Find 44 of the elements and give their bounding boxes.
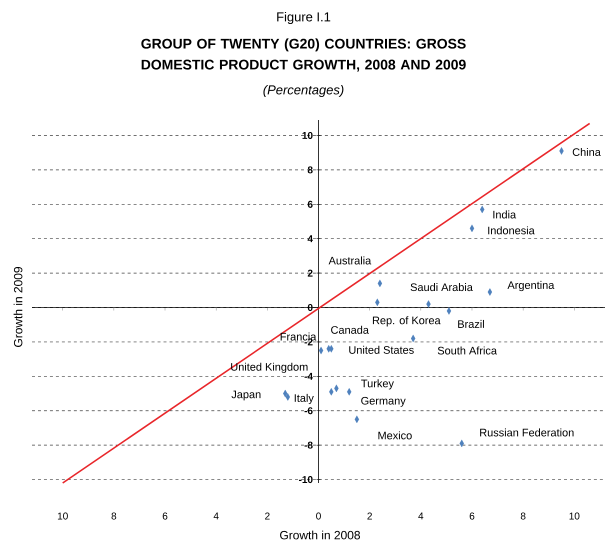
- annotation: Rep. of Korea: [372, 316, 441, 327]
- x-tick-label: 2: [265, 512, 270, 520]
- annotation: Turkey: [361, 379, 394, 390]
- x-tick-label: 0: [316, 512, 321, 520]
- annotation: Brazil: [458, 320, 484, 328]
- x-tick-label: 10: [58, 512, 68, 520]
- annotation: Australia: [328, 256, 372, 265]
- chart-subtitle: (Percentages): [263, 85, 344, 98]
- x-axis-title: Growth in 2008: [280, 530, 360, 540]
- annotation: Italy: [294, 394, 314, 404]
- y-tick-label: 6: [308, 200, 313, 208]
- x-tick-label: 10: [570, 512, 580, 520]
- annotation: United States: [349, 346, 414, 354]
- annotation: India: [493, 210, 516, 219]
- y-tick-label: -8: [304, 442, 313, 449]
- chart-title: GROUP OF TWENTY (G20) COUNTRIES: GROSS DOMESTIC PRODUCT GROWTH, 2008 AND 2009: [141, 38, 466, 72]
- x-tick-label: 4: [418, 512, 424, 520]
- annotation: South Africa: [438, 346, 497, 355]
- annotation: Indonesia: [488, 226, 535, 235]
- annotation: Argentina: [507, 281, 554, 292]
- annotation: United Kingdom: [231, 362, 308, 374]
- x-tick-label: 8: [112, 512, 116, 520]
- annotation: Japan: [231, 390, 260, 401]
- y-tick-label: -4: [304, 373, 313, 380]
- annotation: Saudi Arabia: [410, 283, 473, 292]
- annotation: Mexico: [378, 431, 412, 440]
- y-tick-label: 4: [308, 235, 313, 242]
- annotation: Germany: [361, 397, 406, 407]
- annotation: Russian Federation: [480, 428, 574, 437]
- x-tick-label: 4: [214, 512, 219, 520]
- x-tick-label: 6: [470, 512, 474, 520]
- x-tick-label: 6: [162, 512, 168, 520]
- y-tick-label: -6: [304, 407, 313, 414]
- annotation: Francia: [280, 332, 316, 341]
- x-tick-label: 2: [367, 512, 372, 520]
- y-tick-label: -10: [298, 476, 313, 484]
- x-tick-label: 8: [520, 512, 526, 520]
- annotation: China: [572, 148, 601, 156]
- y-tick-label: 10: [302, 132, 313, 140]
- y-tick-label: 8: [308, 166, 313, 174]
- y-tick-label: 2: [308, 270, 313, 277]
- annotation: Canada: [331, 326, 369, 334]
- y-axis-title: Growth in 2009: [14, 267, 22, 348]
- text: Figure I.1: [277, 12, 330, 24]
